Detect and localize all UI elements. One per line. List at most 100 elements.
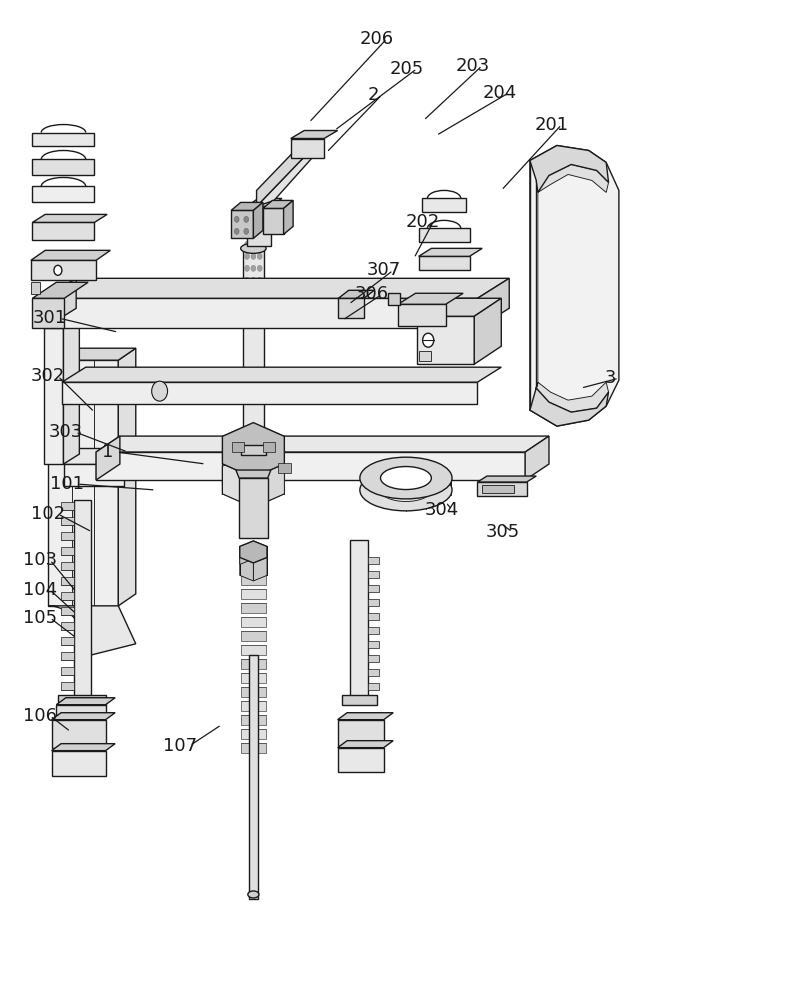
Bar bbox=[278, 463, 291, 473]
Bar bbox=[61, 532, 74, 540]
Bar bbox=[61, 637, 74, 645]
Bar bbox=[61, 517, 74, 525]
Text: 301: 301 bbox=[33, 309, 67, 327]
Bar bbox=[368, 627, 379, 634]
Text: 305: 305 bbox=[486, 523, 520, 541]
Polygon shape bbox=[33, 186, 95, 202]
Polygon shape bbox=[478, 278, 509, 328]
Bar bbox=[240, 445, 266, 455]
Text: 201: 201 bbox=[535, 116, 569, 134]
Text: 101: 101 bbox=[50, 475, 84, 493]
Bar bbox=[422, 198, 466, 212]
Bar bbox=[342, 695, 377, 705]
Bar bbox=[33, 222, 95, 240]
Bar bbox=[482, 485, 514, 493]
Circle shape bbox=[257, 217, 262, 223]
Circle shape bbox=[257, 277, 262, 283]
Polygon shape bbox=[398, 293, 463, 304]
Bar bbox=[263, 442, 275, 452]
Text: 103: 103 bbox=[23, 551, 57, 569]
Bar bbox=[61, 607, 74, 615]
Circle shape bbox=[244, 229, 249, 235]
Bar bbox=[419, 256, 470, 270]
Bar bbox=[368, 557, 379, 564]
Bar bbox=[31, 282, 41, 294]
Polygon shape bbox=[119, 348, 136, 606]
Bar bbox=[45, 298, 478, 328]
Bar bbox=[263, 208, 283, 234]
Bar bbox=[368, 613, 379, 620]
Bar bbox=[52, 751, 106, 776]
Text: 306: 306 bbox=[355, 285, 389, 303]
Bar bbox=[58, 695, 106, 705]
Polygon shape bbox=[253, 202, 263, 238]
Circle shape bbox=[244, 277, 249, 283]
Circle shape bbox=[234, 228, 239, 234]
Bar bbox=[61, 547, 74, 555]
Ellipse shape bbox=[360, 469, 452, 511]
Bar bbox=[61, 667, 74, 675]
Text: 304: 304 bbox=[425, 501, 459, 519]
Polygon shape bbox=[525, 436, 549, 480]
Circle shape bbox=[251, 241, 256, 247]
Polygon shape bbox=[64, 448, 124, 464]
Polygon shape bbox=[253, 557, 267, 581]
Polygon shape bbox=[253, 423, 284, 466]
Bar bbox=[31, 260, 96, 280]
Bar bbox=[240, 603, 266, 613]
Bar bbox=[240, 701, 266, 711]
Polygon shape bbox=[283, 200, 293, 234]
Circle shape bbox=[251, 217, 256, 223]
Circle shape bbox=[244, 253, 249, 259]
Polygon shape bbox=[474, 298, 501, 364]
Polygon shape bbox=[33, 159, 95, 175]
Ellipse shape bbox=[240, 243, 266, 253]
Polygon shape bbox=[537, 164, 609, 412]
Bar bbox=[33, 133, 95, 146]
Bar bbox=[240, 673, 266, 683]
Bar bbox=[338, 720, 384, 746]
Bar bbox=[61, 682, 74, 690]
Circle shape bbox=[257, 265, 262, 271]
Bar bbox=[240, 687, 266, 697]
Bar bbox=[368, 641, 379, 648]
Bar bbox=[368, 599, 379, 606]
Circle shape bbox=[244, 241, 249, 247]
Bar bbox=[388, 293, 400, 305]
Circle shape bbox=[251, 277, 256, 283]
Bar bbox=[368, 669, 379, 676]
Circle shape bbox=[54, 265, 62, 275]
Bar bbox=[62, 382, 478, 404]
Polygon shape bbox=[49, 360, 119, 606]
Bar bbox=[61, 502, 74, 510]
Text: 204: 204 bbox=[482, 84, 517, 102]
Circle shape bbox=[152, 381, 168, 401]
Bar bbox=[240, 575, 266, 585]
Polygon shape bbox=[96, 436, 549, 452]
Polygon shape bbox=[96, 452, 525, 480]
Text: 106: 106 bbox=[23, 707, 57, 725]
Circle shape bbox=[257, 253, 262, 259]
Polygon shape bbox=[417, 298, 501, 316]
Circle shape bbox=[244, 265, 249, 271]
Bar bbox=[478, 482, 527, 496]
Polygon shape bbox=[33, 214, 107, 222]
Polygon shape bbox=[253, 464, 284, 507]
Polygon shape bbox=[64, 288, 80, 464]
Polygon shape bbox=[57, 698, 115, 705]
Polygon shape bbox=[62, 367, 501, 382]
Text: 205: 205 bbox=[390, 60, 424, 78]
Polygon shape bbox=[49, 606, 136, 656]
Circle shape bbox=[244, 216, 248, 222]
Circle shape bbox=[251, 229, 256, 235]
Polygon shape bbox=[530, 382, 609, 426]
Text: 206: 206 bbox=[360, 30, 394, 48]
Polygon shape bbox=[222, 453, 284, 507]
Bar bbox=[248, 655, 258, 899]
Bar bbox=[240, 659, 266, 669]
Text: 104: 104 bbox=[23, 581, 57, 599]
Polygon shape bbox=[338, 741, 393, 748]
Bar bbox=[368, 683, 379, 690]
Polygon shape bbox=[33, 298, 64, 328]
Bar bbox=[240, 743, 266, 753]
